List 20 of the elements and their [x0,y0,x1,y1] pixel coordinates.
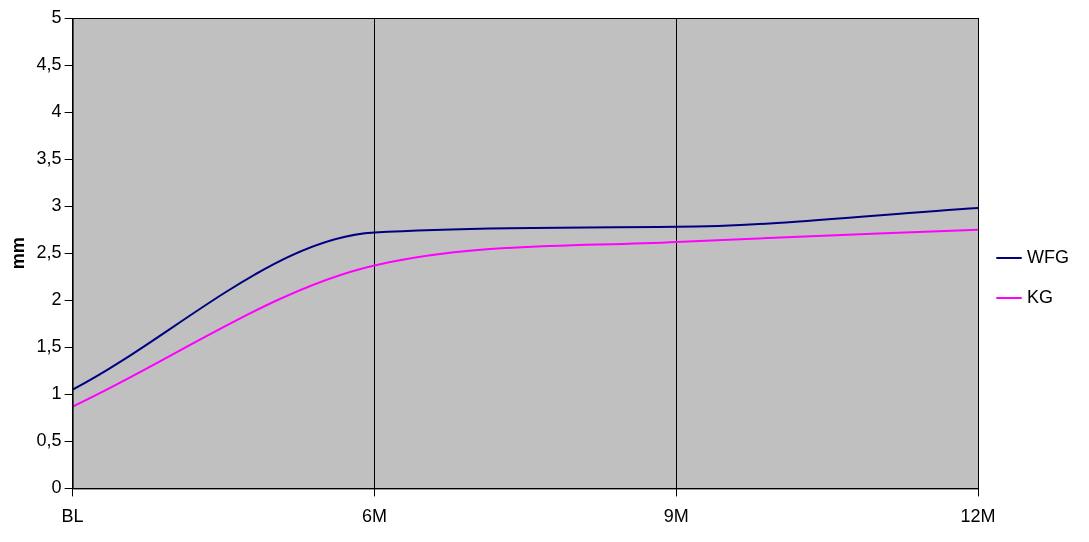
y-tick-label: 2,5 [36,242,62,263]
y-tick-label: 1,5 [36,336,62,357]
x-tick-label: 12M [960,506,996,527]
x-tick-label: 6M [361,506,387,527]
y-tick-label: 1 [51,383,62,404]
y-tick-label: 5 [51,6,62,27]
y-tick-label: 0,5 [36,430,62,451]
x-tick-label: 9M [663,506,689,527]
y-tick-label: 3,5 [36,148,62,169]
y-tick-label: 2 [51,289,62,310]
y-tick-label: 0 [51,477,62,498]
y-axis-title: mm [7,237,28,270]
legend-label: KG [1027,286,1054,307]
y-tick-label: 4 [51,101,62,122]
y-tick-label: 4,5 [36,54,62,75]
line-series [71,228,980,408]
x-tick-label: BL [61,506,84,527]
line-series [71,207,980,391]
legend-label: WFG [1027,246,1070,267]
y-tick-label: 3 [51,195,62,216]
